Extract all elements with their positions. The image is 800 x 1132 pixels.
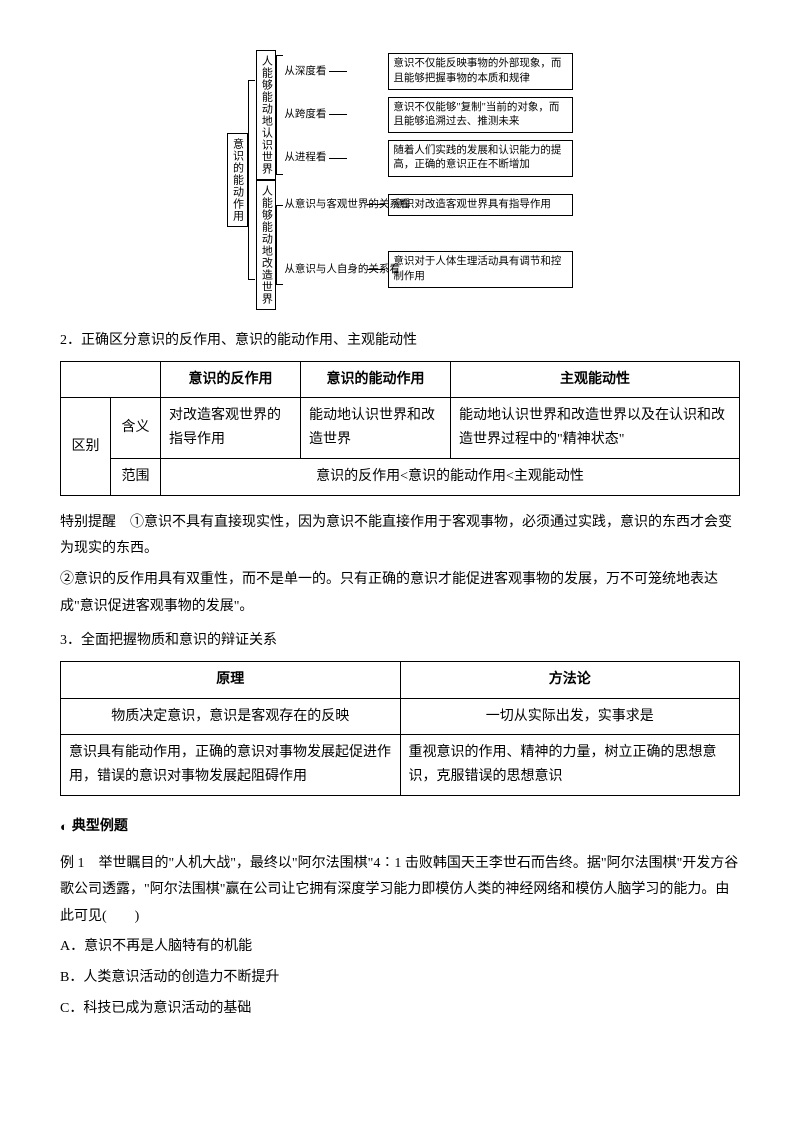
tree-root-label: 意识的能动作用 xyxy=(227,133,248,227)
th: 原理 xyxy=(61,661,401,698)
tree-table: 意识的能动作用 人能够能动地认识世界 从深度看 意识不仅能反映事物的外部现象，而… xyxy=(227,50,574,310)
tree-branch-2-label: 人能够能动地改造世界 xyxy=(256,180,277,310)
th-blank xyxy=(61,361,161,398)
td: 能动地认识世界和改造世界以及在认识和改造世界过程中的"精神状态" xyxy=(451,398,740,459)
td: 重视意识的作用、精神的力量，树立正确的思想意识，克服错误的思想意识 xyxy=(400,735,740,796)
td-merged: 意识的反作用<意识的能动作用<主观能动性 xyxy=(161,458,740,495)
tree-leaf: 意识对于人体生理活动具有调节和控制作用 xyxy=(388,251,573,287)
bullet-icon: ◐ xyxy=(60,815,68,840)
tree-mid: 从意识与客观世界的关系看 xyxy=(284,198,364,212)
td-sub: 范围 xyxy=(111,458,161,495)
tree-mid: 从进程看 xyxy=(284,151,326,165)
td: 能动地认识世界和改造世界 xyxy=(301,398,451,459)
table-row: 物质决定意识，意识是客观存在的反映 一切从实际出发，实事求是 xyxy=(61,698,740,735)
example-option-a: A．意识不再是人脑特有的机能 xyxy=(60,934,740,961)
table-row: 区别 含义 对改造客观世界的指导作用 能动地认识世界和改造世界 能动地认识世界和… xyxy=(61,398,740,459)
tree-mid: 从深度看 xyxy=(284,65,326,79)
table-row: 原理 方法论 xyxy=(61,661,740,698)
tree-leaf: 意识不仅能够"复制"当前的对象，而且能够追溯过去、推测未来 xyxy=(388,97,573,133)
th: 主观能动性 xyxy=(451,361,740,398)
example-1: 例 1 举世瞩目的"人机大战"，最终以"阿尔法围棋"4∶1 击败韩国天王李世石而… xyxy=(60,851,740,1023)
table-row: 范围 意识的反作用<意识的能动作用<主观能动性 xyxy=(61,458,740,495)
td: 一切从实际出发，实事求是 xyxy=(400,698,740,735)
td-sub: 含义 xyxy=(111,398,161,459)
td: 对改造客观世界的指导作用 xyxy=(161,398,301,459)
td: 物质决定意识，意识是客观存在的反映 xyxy=(61,698,401,735)
concept-tree: 意识的能动作用 人能够能动地认识世界 从深度看 意识不仅能反映事物的外部现象，而… xyxy=(60,50,740,310)
th: 意识的能动作用 xyxy=(301,361,451,398)
table-row: 意识的反作用 意识的能动作用 主观能动性 xyxy=(61,361,740,398)
tree-leaf: 随着人们实践的发展和认识能力的提高，正确的意识正在不断增加 xyxy=(388,140,573,176)
th: 意识的反作用 xyxy=(161,361,301,398)
section-heading-text: 典型例题 xyxy=(72,814,128,841)
heading-2: 2．正确区分意识的反作用、意识的能动作用、主观能动性 xyxy=(60,328,740,355)
table-row: 意识具有能动作用，正确的意识对事物发展起促进作用，错误的意识对事物发展起阻碍作用… xyxy=(61,735,740,796)
tree-leaf: 意识不仅能反映事物的外部现象，而且能够把握事物的本质和规律 xyxy=(388,53,573,89)
section-heading: ◐ 典型例题 xyxy=(60,814,740,841)
example-stem: 例 1 举世瞩目的"人机大战"，最终以"阿尔法围棋"4∶1 击败韩国天王李世石而… xyxy=(60,851,740,931)
tree-mid: 从意识与人自身的关系看 xyxy=(284,263,364,277)
reminder-p2: ②意识的反作用具有双重性，而不是单一的。只有正确的意识才能促进客观事物的发展，万… xyxy=(60,567,740,620)
example-option-c: C．科技已成为意识活动的基础 xyxy=(60,996,740,1023)
td: 意识具有能动作用，正确的意识对事物发展起促进作用，错误的意识对事物发展起阻碍作用 xyxy=(61,735,401,796)
example-option-b: B．人类意识活动的创造力不断提升 xyxy=(60,965,740,992)
tree-leaf: 意识对改造客观世界具有指导作用 xyxy=(388,194,573,216)
reminder-p1: 特别提醒 ①意识不具有直接现实性，因为意识不能直接作用于客观事物，必须通过实践，… xyxy=(60,510,740,563)
tree-mid: 从跨度看 xyxy=(284,108,326,122)
comparison-table-2: 原理 方法论 物质决定意识，意识是客观存在的反映 一切从实际出发，实事求是 意识… xyxy=(60,661,740,796)
td-rowlabel: 区别 xyxy=(61,398,111,495)
heading-3: 3．全面把握物质和意识的辩证关系 xyxy=(60,628,740,655)
th: 方法论 xyxy=(400,661,740,698)
comparison-table-1: 意识的反作用 意识的能动作用 主观能动性 区别 含义 对改造客观世界的指导作用 … xyxy=(60,361,740,496)
tree-branch-1-label: 人能够能动地认识世界 xyxy=(256,50,277,180)
